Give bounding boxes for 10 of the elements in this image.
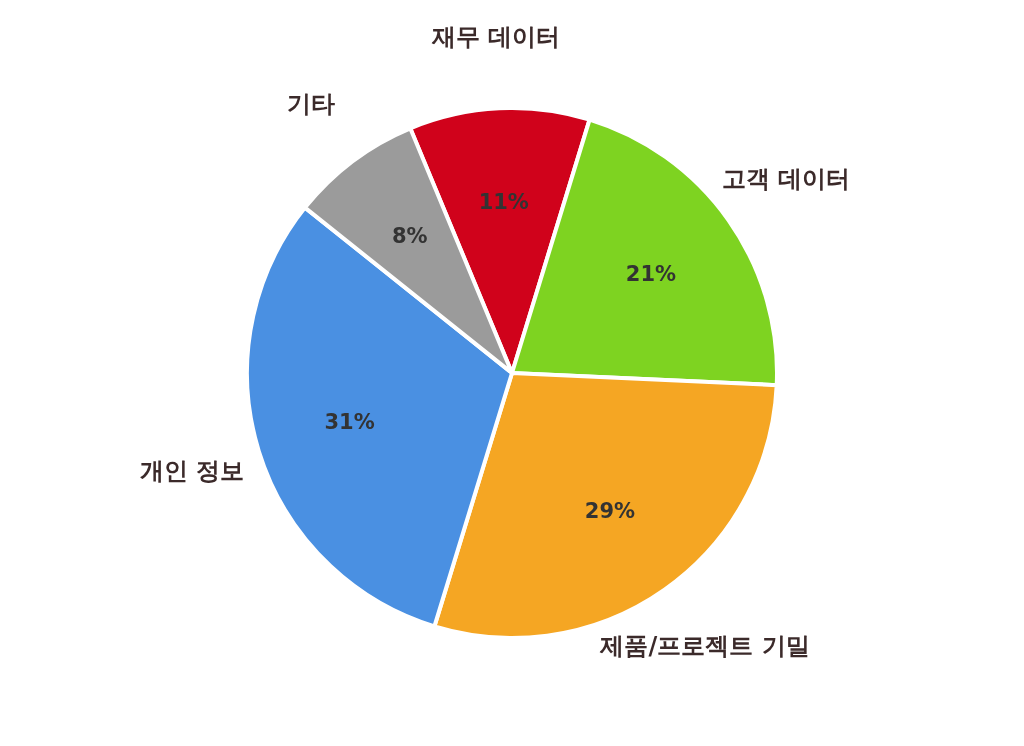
data-label: 21%	[625, 262, 677, 287]
slice-label: 기타	[286, 90, 335, 119]
slice-label: 고객 데이터	[721, 165, 851, 194]
slice-label: 재무 데이터	[430, 23, 560, 52]
slice-label: 제품/프로젝트 기밀	[599, 631, 810, 660]
data-label: 8%	[391, 224, 428, 249]
data-label: 31%	[324, 410, 375, 435]
slice-label: 개인 정보	[139, 456, 245, 485]
data-label: 11%	[478, 190, 529, 215]
data-label: 29%	[584, 498, 636, 523]
